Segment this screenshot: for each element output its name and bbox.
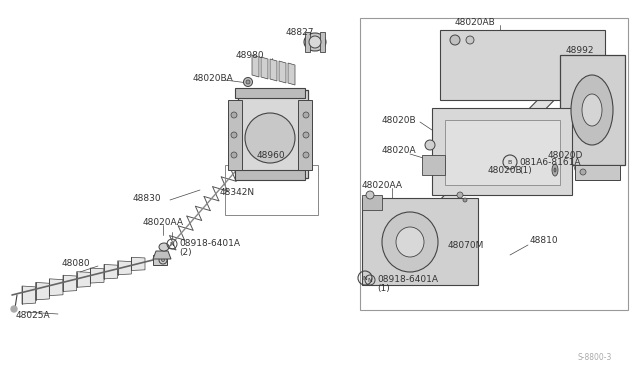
Text: 48020B: 48020B xyxy=(382,115,417,125)
Ellipse shape xyxy=(552,164,558,176)
Ellipse shape xyxy=(159,256,167,264)
Polygon shape xyxy=(305,32,310,52)
Ellipse shape xyxy=(450,35,460,45)
Text: 08918-6401A: 08918-6401A xyxy=(377,276,438,285)
Text: B: B xyxy=(508,160,512,164)
Ellipse shape xyxy=(161,259,164,262)
Text: 08918-6401A: 08918-6401A xyxy=(179,240,240,248)
Text: 48020AA: 48020AA xyxy=(143,218,184,227)
Polygon shape xyxy=(279,61,286,83)
Polygon shape xyxy=(440,30,605,100)
Ellipse shape xyxy=(231,132,237,138)
Circle shape xyxy=(11,306,17,312)
Polygon shape xyxy=(104,264,118,279)
Text: 48020AB: 48020AB xyxy=(455,17,496,26)
Ellipse shape xyxy=(580,169,586,175)
Ellipse shape xyxy=(582,94,602,126)
Polygon shape xyxy=(432,108,572,195)
Ellipse shape xyxy=(231,152,237,158)
Ellipse shape xyxy=(303,112,309,118)
Text: N: N xyxy=(170,241,174,247)
Polygon shape xyxy=(235,88,305,98)
Ellipse shape xyxy=(303,132,309,138)
Polygon shape xyxy=(90,268,104,283)
Polygon shape xyxy=(49,279,63,296)
Text: 48960: 48960 xyxy=(257,151,285,160)
Text: 48080: 48080 xyxy=(62,259,91,267)
Polygon shape xyxy=(422,155,445,175)
Text: 48070M: 48070M xyxy=(448,241,484,250)
Ellipse shape xyxy=(463,198,467,202)
Ellipse shape xyxy=(466,36,474,44)
Polygon shape xyxy=(238,90,308,178)
Polygon shape xyxy=(63,275,77,291)
Text: 48025A: 48025A xyxy=(16,311,51,320)
Text: N: N xyxy=(367,278,372,282)
Polygon shape xyxy=(131,257,145,270)
Text: 48020BA: 48020BA xyxy=(193,74,234,83)
Ellipse shape xyxy=(366,191,374,199)
Text: 48020A: 48020A xyxy=(382,145,417,154)
Text: (1): (1) xyxy=(377,283,390,292)
Text: 48020AA: 48020AA xyxy=(362,180,403,189)
Ellipse shape xyxy=(303,152,309,158)
Polygon shape xyxy=(362,198,478,285)
Polygon shape xyxy=(288,63,295,85)
Text: 48020D: 48020D xyxy=(548,151,584,160)
Polygon shape xyxy=(298,100,312,170)
Ellipse shape xyxy=(457,192,463,198)
Ellipse shape xyxy=(159,243,169,251)
Text: (1): (1) xyxy=(519,166,532,174)
Polygon shape xyxy=(235,170,305,180)
Polygon shape xyxy=(270,59,277,81)
Text: 48020B: 48020B xyxy=(488,166,523,174)
Polygon shape xyxy=(575,165,620,180)
Text: 48342N: 48342N xyxy=(220,187,255,196)
Text: N: N xyxy=(363,276,367,280)
Ellipse shape xyxy=(231,112,237,118)
Polygon shape xyxy=(153,255,167,265)
Ellipse shape xyxy=(245,113,295,163)
Polygon shape xyxy=(560,55,625,165)
Polygon shape xyxy=(228,100,242,170)
Polygon shape xyxy=(252,55,259,77)
Ellipse shape xyxy=(554,168,556,172)
Polygon shape xyxy=(445,120,560,185)
Text: 48810: 48810 xyxy=(530,235,559,244)
Ellipse shape xyxy=(309,36,321,48)
Ellipse shape xyxy=(396,227,424,257)
Text: 48992: 48992 xyxy=(566,45,595,55)
Polygon shape xyxy=(365,51,595,284)
Polygon shape xyxy=(77,272,90,287)
Polygon shape xyxy=(36,282,49,300)
Ellipse shape xyxy=(382,212,438,272)
Text: S-8800-3: S-8800-3 xyxy=(578,353,612,362)
Text: 48827: 48827 xyxy=(286,28,314,36)
Text: 48830: 48830 xyxy=(133,193,162,202)
Polygon shape xyxy=(362,195,382,210)
Text: 48980: 48980 xyxy=(236,51,264,60)
Ellipse shape xyxy=(571,75,613,145)
Ellipse shape xyxy=(243,77,253,87)
Polygon shape xyxy=(22,286,36,304)
Text: 081A6-8161A: 081A6-8161A xyxy=(519,157,580,167)
Ellipse shape xyxy=(425,140,435,150)
Ellipse shape xyxy=(246,80,250,84)
Polygon shape xyxy=(153,251,171,259)
Polygon shape xyxy=(261,57,268,79)
Polygon shape xyxy=(320,32,325,52)
Ellipse shape xyxy=(304,33,326,51)
Text: (2): (2) xyxy=(179,247,191,257)
Polygon shape xyxy=(118,261,131,275)
